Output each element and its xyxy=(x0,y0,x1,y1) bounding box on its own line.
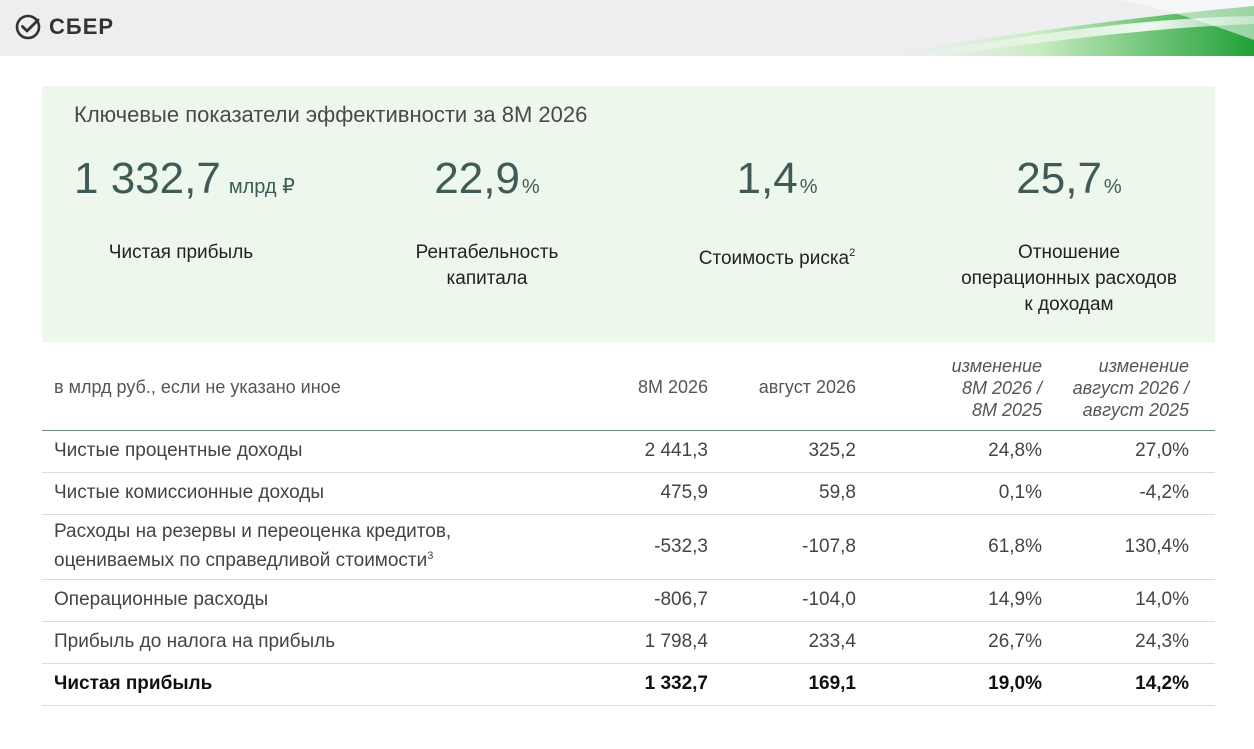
financial-table: в млрд руб., если не указано иное 8М 202… xyxy=(42,346,1215,706)
header-swoosh-decoration xyxy=(860,0,1254,56)
logo-text: СБЕР xyxy=(49,14,115,39)
cell-change-august: -4,2% xyxy=(1042,472,1189,515)
kpi-cost-of-risk: 1,4% Стоимость риска2 xyxy=(662,152,892,272)
kpi-cost-income: 25,7% Отношение операционных расходов к до… xyxy=(928,152,1210,318)
row-label: Прибыль до налога на прибыль xyxy=(42,621,590,664)
cell-change-august: 27,0% xyxy=(1042,430,1189,473)
col-header-label: в млрд руб., если не указано иное xyxy=(42,346,590,431)
kpi-label: Чистая прибыль xyxy=(108,242,254,263)
col-header-change-august: изменение август 2026 /август 2025 xyxy=(1042,346,1189,431)
kpi-label: Отношение операционных расходов к доходам xyxy=(961,242,1177,315)
cell-august-2026: -107,8 xyxy=(708,514,856,580)
cell-change-8m: 19,0% xyxy=(856,663,1042,706)
table-header-row: в млрд руб., если не указано иное 8М 202… xyxy=(42,346,1215,431)
cell-8m-2026: -532,3 xyxy=(590,514,708,580)
cell-change-8m: 0,1% xyxy=(856,472,1042,515)
table-row: Операционные расходы -806,7 -104,0 14,9%… xyxy=(42,579,1215,622)
cell-change-8m: 14,9% xyxy=(856,579,1042,622)
cell-change-august: 130,4% xyxy=(1042,514,1189,580)
row-label: Чистые процентные доходы xyxy=(42,430,590,473)
sber-check-circle-icon xyxy=(15,14,41,40)
kpi-value: 22,9% xyxy=(434,154,540,203)
cell-change-august: 14,2% xyxy=(1042,663,1189,706)
kpi-value: 25,7% xyxy=(1016,154,1122,203)
col-header-august-2026: август 2026 xyxy=(708,346,856,431)
footnote-marker: 3 xyxy=(427,550,434,562)
cell-august-2026: -104,0 xyxy=(708,579,856,622)
table-row: Чистые процентные доходы 2 441,3 325,2 2… xyxy=(42,430,1215,473)
table-row-total: Чистая прибыль 1 332,7 169,1 19,0% 14,2% xyxy=(42,663,1215,706)
kpi-panel: Ключевые показатели эффективности за 8М … xyxy=(42,86,1215,342)
logo[interactable]: СБЕР xyxy=(14,13,114,41)
footnote-marker: 2 xyxy=(849,247,856,259)
table-row: Прибыль до налога на прибыль 1 798,4 233… xyxy=(42,621,1215,664)
kpi-value: 1 332,7 млрд ₽ xyxy=(74,154,295,203)
cell-change-august: 14,0% xyxy=(1042,579,1189,622)
cell-august-2026: 59,8 xyxy=(708,472,856,515)
table-row: Чистые комиссионные доходы 475,9 59,8 0,… xyxy=(42,472,1215,515)
cell-august-2026: 169,1 xyxy=(708,663,856,706)
kpi-roe: 22,9% Рентабельность капитала xyxy=(377,152,597,292)
kpi-label: Рентабельность капитала xyxy=(415,242,559,289)
cell-change-august: 24,3% xyxy=(1042,621,1189,664)
kpi-value: 1,4% xyxy=(736,154,818,203)
cell-change-8m: 61,8% xyxy=(856,514,1042,580)
cell-august-2026: 325,2 xyxy=(708,430,856,473)
cell-august-2026: 233,4 xyxy=(708,621,856,664)
col-header-8m-2026: 8М 2026 xyxy=(590,346,708,431)
cell-change-8m: 24,8% xyxy=(856,430,1042,473)
row-label: Операционные расходы xyxy=(42,579,590,622)
kpi-label: Стоимость риска2 xyxy=(698,247,856,269)
cell-8m-2026: 1 798,4 xyxy=(590,621,708,664)
cell-8m-2026: -806,7 xyxy=(590,579,708,622)
kpi-net-profit: 1 332,7 млрд ₽ Чистая прибыль xyxy=(74,152,310,266)
cell-8m-2026: 475,9 xyxy=(590,472,708,515)
kpi-heading: Ключевые показатели эффективности за 8М … xyxy=(74,102,588,127)
row-label: Чистая прибыль xyxy=(42,663,590,706)
header-bar: СБЕР xyxy=(0,0,1254,56)
table-row: Расходы на резервы и переоценка кредитов… xyxy=(42,514,1215,580)
row-label: Чистые комиссионные доходы xyxy=(42,472,590,515)
row-label: Расходы на резервы и переоценка кредитов… xyxy=(42,514,590,580)
col-header-change-8m: изменение 8М 2026 /8М 2025 xyxy=(856,346,1042,431)
cell-8m-2026: 2 441,3 xyxy=(590,430,708,473)
cell-change-8m: 26,7% xyxy=(856,621,1042,664)
cell-8m-2026: 1 332,7 xyxy=(590,663,708,706)
